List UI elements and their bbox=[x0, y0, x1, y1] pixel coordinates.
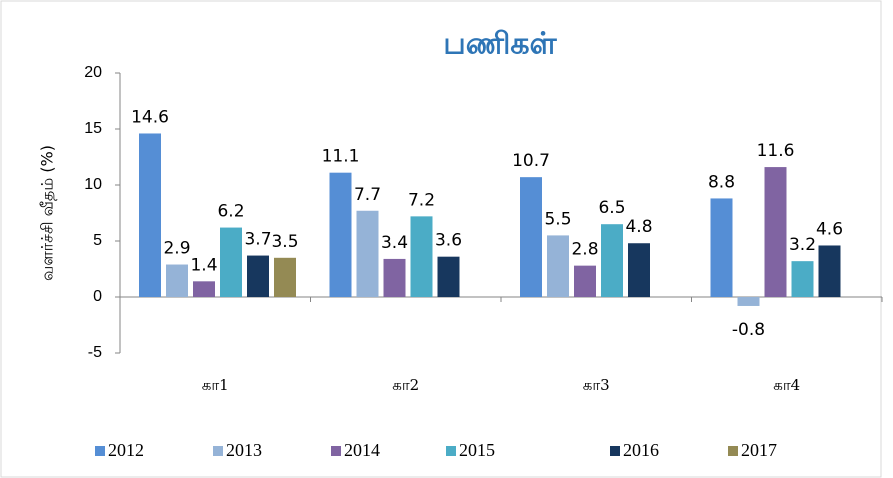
bar bbox=[437, 256, 460, 297]
bar bbox=[601, 224, 623, 297]
bar bbox=[139, 133, 161, 297]
bar bbox=[791, 261, 814, 297]
y-axis-label: வளர்ச்சி வீதம் (%) bbox=[38, 145, 57, 281]
bar bbox=[193, 281, 215, 297]
chart-title: பணிகள் bbox=[443, 27, 557, 62]
legend-label: 2013 bbox=[226, 440, 262, 460]
x-tick-label: கா4 bbox=[773, 376, 800, 394]
data-label: 3.4 bbox=[381, 233, 408, 253]
data-label: 8.8 bbox=[708, 172, 735, 192]
legend-swatch bbox=[728, 446, 738, 456]
y-tick-label: 5 bbox=[93, 232, 102, 249]
y-tick-label: 20 bbox=[84, 64, 102, 81]
bar bbox=[356, 210, 379, 297]
x-tick-label: கா2 bbox=[392, 376, 419, 394]
y-tick-label: 15 bbox=[84, 120, 102, 137]
x-tick-label: கா1 bbox=[202, 376, 229, 394]
bar bbox=[383, 258, 406, 297]
data-label: 7.2 bbox=[408, 190, 435, 210]
bar bbox=[818, 245, 841, 297]
data-label: 14.6 bbox=[131, 107, 169, 127]
data-label: 10.7 bbox=[512, 151, 550, 171]
data-label: 3.7 bbox=[244, 230, 271, 250]
data-label: 3.6 bbox=[435, 231, 462, 251]
bar bbox=[329, 172, 352, 297]
x-tick-label: கா3 bbox=[583, 376, 610, 394]
y-tick-label: -5 bbox=[88, 344, 102, 361]
legend-swatch bbox=[331, 446, 341, 456]
legend-label: 2014 bbox=[344, 440, 380, 460]
bar bbox=[520, 177, 542, 297]
legend-swatch bbox=[610, 446, 620, 456]
data-label: 2.9 bbox=[163, 239, 190, 259]
legend-swatch bbox=[95, 446, 105, 456]
bar bbox=[574, 265, 596, 297]
data-label: 1.4 bbox=[190, 255, 217, 275]
legend-label: 2016 bbox=[623, 440, 659, 460]
data-label: 11.6 bbox=[757, 141, 795, 161]
bar bbox=[547, 235, 569, 297]
data-label: 6.2 bbox=[217, 202, 244, 222]
data-label: 3.5 bbox=[271, 232, 298, 252]
data-label: 4.6 bbox=[816, 219, 843, 239]
legend-label: 2015 bbox=[459, 440, 495, 460]
bar bbox=[220, 227, 242, 297]
bar bbox=[737, 297, 760, 306]
bar bbox=[247, 255, 269, 297]
y-tick-label: 10 bbox=[84, 176, 102, 193]
data-label: 7.7 bbox=[354, 185, 381, 205]
bar bbox=[410, 216, 433, 297]
bar bbox=[166, 264, 188, 297]
data-label: 3.2 bbox=[789, 235, 816, 255]
data-label: 2.8 bbox=[571, 240, 598, 260]
y-tick-label: 0 bbox=[93, 288, 102, 305]
legend-label: 2017 bbox=[741, 440, 777, 460]
bar bbox=[274, 257, 296, 297]
legend-swatch bbox=[446, 446, 456, 456]
data-label: 6.5 bbox=[598, 198, 625, 218]
data-label: -0.8 bbox=[732, 320, 765, 340]
legend-label: 2012 bbox=[108, 440, 144, 460]
bar bbox=[764, 167, 787, 297]
legend-swatch bbox=[213, 446, 223, 456]
data-label: 11.1 bbox=[322, 147, 360, 167]
data-label: 5.5 bbox=[544, 209, 571, 229]
bar bbox=[628, 243, 650, 297]
bar bbox=[710, 198, 733, 297]
data-label: 4.8 bbox=[625, 217, 652, 237]
